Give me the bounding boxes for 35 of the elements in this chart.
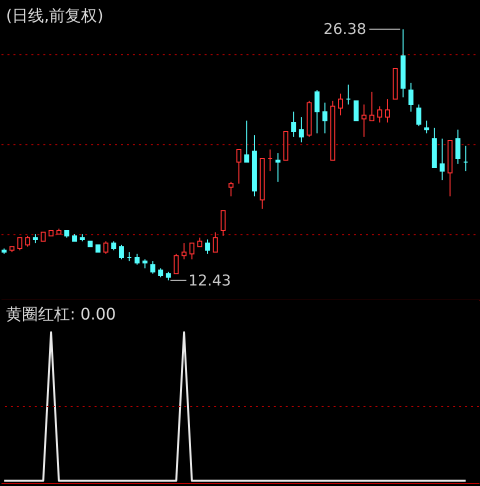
candlestick	[275, 152, 280, 182]
candlestick	[150, 260, 156, 274]
candlestick	[298, 116, 304, 143]
annotation: 12.43	[188, 271, 232, 290]
candlestick	[220, 210, 226, 236]
candlestick	[384, 98, 390, 123]
candlestick	[228, 181, 234, 197]
chart-title: 黄圈红杠: 0.00	[6, 304, 116, 324]
candlestick	[354, 100, 359, 122]
candlestick	[424, 120, 430, 134]
candlestick	[369, 91, 374, 122]
candlestick	[338, 93, 344, 116]
candlestick	[118, 244, 124, 260]
candlestick	[455, 129, 460, 164]
candlestick	[314, 90, 320, 134]
candlestick	[17, 237, 22, 251]
chart-title: (日线,前复权)	[6, 6, 104, 25]
candlestick	[103, 240, 108, 254]
candlestick	[416, 104, 422, 127]
candlestick	[236, 148, 242, 184]
candlestick	[25, 235, 30, 248]
candlestick	[362, 104, 366, 138]
candlestick	[244, 120, 250, 163]
candlestick	[182, 242, 187, 260]
annotation: 26.38	[324, 20, 366, 38]
candlestick	[440, 138, 445, 181]
candlestick	[205, 238, 210, 254]
candlestick	[174, 253, 179, 274]
candlestick	[212, 232, 218, 253]
candlestick	[291, 111, 296, 138]
candlestick	[322, 102, 328, 134]
candlestick	[189, 242, 194, 260]
candlestick	[377, 106, 382, 123]
candlestick	[408, 82, 414, 112]
candlestick	[134, 253, 140, 266]
